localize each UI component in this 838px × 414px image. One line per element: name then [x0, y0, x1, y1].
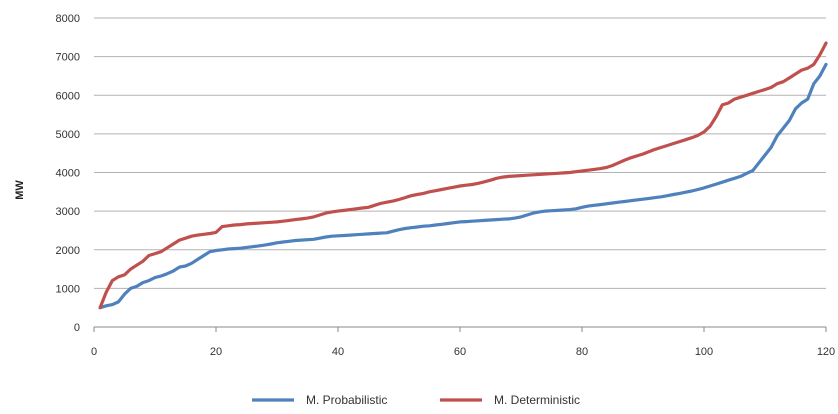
gridlines: [94, 17, 826, 289]
y-tick-label: 7000: [56, 52, 80, 64]
y-tick-label: 1000: [56, 283, 80, 295]
axes: [93, 326, 827, 332]
y-tick-label: 2000: [56, 245, 80, 257]
legend-label-deterministic: M. Deterministic: [494, 393, 580, 407]
x-tick-label: 0: [91, 346, 97, 358]
x-tick-label: 40: [332, 346, 344, 358]
tick-labels: 0 1000 2000 3000 4000 5000 6000 7000 8000 0 20 40 60…: [56, 13, 836, 358]
x-tick-label: 60: [454, 346, 466, 358]
y-axis-title: MW: [14, 180, 26, 200]
x-tick-label: 120: [817, 346, 835, 358]
y-tick-label: 4000: [56, 168, 80, 180]
legend-label-probabilistic: M. Probabilistic: [306, 393, 387, 407]
x-tick-label: 100: [695, 346, 713, 358]
y-tick-label: 3000: [56, 206, 80, 218]
series-line-probabilistic: [98, 62, 828, 310]
y-tick-label: 0: [74, 322, 80, 334]
y-tick-label: 6000: [56, 90, 80, 102]
y-tick-label: 5000: [56, 129, 80, 141]
legend: M. Probabilistic M. Deterministic: [252, 393, 580, 407]
y-tick-label: 8000: [56, 13, 80, 25]
x-tick-label: 80: [576, 346, 588, 358]
series-line-deterministic: [98, 41, 828, 310]
x-tick-label: 20: [210, 346, 222, 358]
series-lines: [98, 41, 828, 310]
